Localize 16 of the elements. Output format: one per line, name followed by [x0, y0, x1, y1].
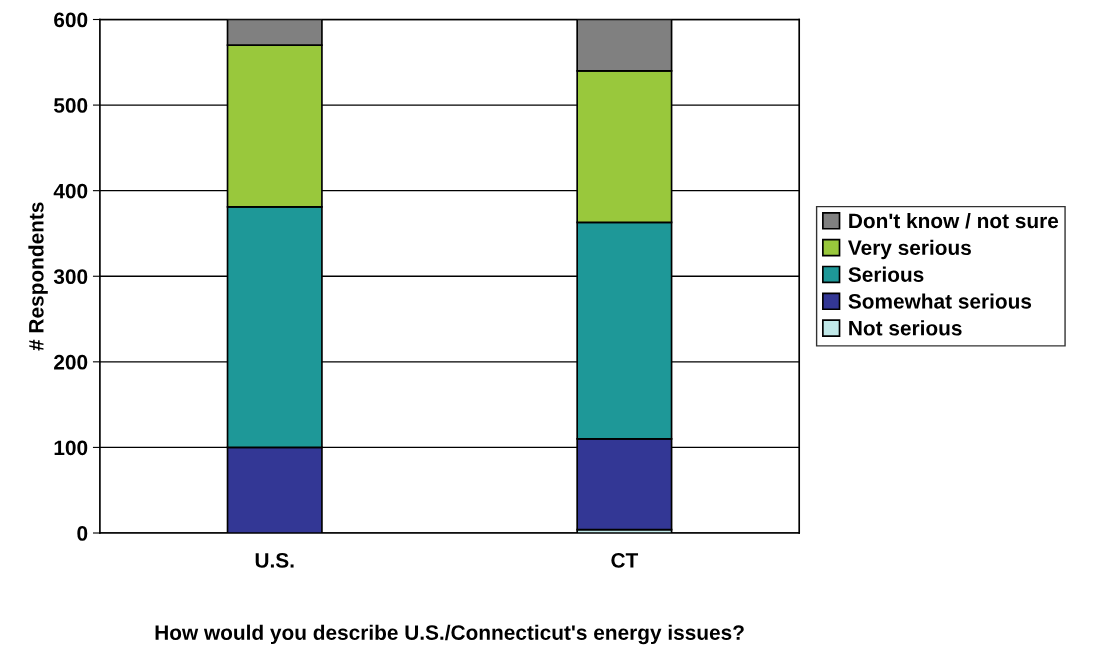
legend-label: Very serious	[848, 239, 971, 260]
y-axis-title: # Respondents	[28, 202, 48, 351]
x-tick-label: U.S.	[255, 552, 294, 568]
y-tick-label: 500	[53, 98, 88, 113]
y-tick-label: 100	[54, 440, 88, 456]
legend-label: Serious	[848, 266, 924, 282]
y-tick-label: 600	[54, 12, 88, 28]
x-axis-title: How would you describe U.S./Connecticut's energy issues?	[155, 624, 744, 645]
y-tick-label: 300	[53, 269, 88, 285]
legend-label: Somewhat serious	[848, 293, 1032, 309]
x-tick-label: CT	[611, 552, 639, 568]
legend-label: Don't know / not sure	[849, 212, 1059, 229]
y-tick-label: 0	[77, 526, 88, 541]
legend-label: Not serious	[849, 320, 962, 336]
y-tick-label: 200	[54, 354, 88, 370]
y-tick-label: 400	[53, 183, 88, 199]
